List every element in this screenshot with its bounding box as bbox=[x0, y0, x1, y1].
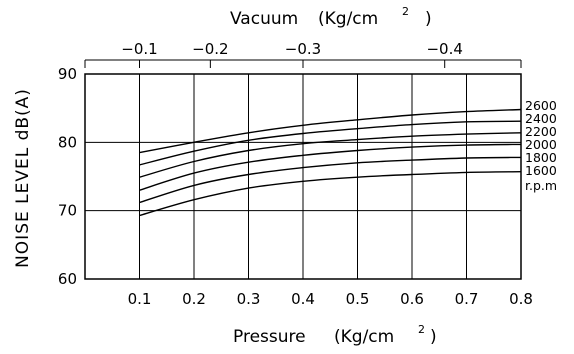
series-label-2600: 2600 bbox=[525, 98, 557, 113]
series-label-2200: 2200 bbox=[525, 124, 557, 139]
series-line-2400 bbox=[139, 120, 522, 166]
y-tick-label: 80 bbox=[58, 133, 77, 151]
y-tick-label: 60 bbox=[58, 270, 77, 288]
y-axis-ticks: 60 70 80 90 bbox=[58, 65, 77, 288]
legend-unit-label: r.p.m bbox=[525, 178, 557, 193]
x-tick-label: 0.7 bbox=[455, 290, 479, 308]
series-label-2000: 2000 bbox=[525, 137, 557, 152]
x-tick-label: 0.5 bbox=[346, 290, 370, 308]
y-tick-label: 90 bbox=[58, 65, 77, 83]
series-label-1600: 1600 bbox=[525, 163, 557, 178]
x-axis-unit: (Kg/cm bbox=[334, 327, 394, 347]
series-line-2000 bbox=[139, 143, 522, 191]
series-label-1800: 1800 bbox=[525, 150, 557, 165]
x-axis-unit-close: ) bbox=[430, 327, 437, 347]
series-label-2400: 2400 bbox=[525, 111, 557, 126]
x-axis-unit-superscript: 2 bbox=[418, 323, 425, 336]
curves bbox=[139, 108, 522, 217]
top-tick-label: −0.4 bbox=[426, 40, 462, 58]
series-line-2600 bbox=[139, 108, 522, 154]
x-tick-label: 0.2 bbox=[182, 290, 206, 308]
x-axis-ticks: 0.1 0.2 0.3 0.4 0.5 0.6 0.7 0.8 bbox=[128, 290, 533, 308]
top-tick-label: −0.3 bbox=[285, 40, 321, 58]
top-axis-unit: (Kg/cm bbox=[318, 9, 378, 29]
x-axis-label: Pressure bbox=[233, 327, 306, 347]
x-tick-label: 0.8 bbox=[509, 290, 533, 308]
plot-frame bbox=[84, 73, 522, 280]
top-tick-label: −0.1 bbox=[121, 40, 157, 58]
y-axis-label: NOISE LEVEL dB(A) bbox=[13, 88, 33, 268]
y-tick-label: 70 bbox=[58, 202, 77, 220]
x-tick-label: 0.6 bbox=[400, 290, 424, 308]
series-line-2200 bbox=[139, 132, 522, 178]
top-axis-unit-close: ) bbox=[425, 9, 432, 29]
series-line-1600 bbox=[139, 171, 522, 217]
top-axis-label: Vacuum bbox=[230, 9, 298, 29]
x-tick-label: 0.4 bbox=[291, 290, 315, 308]
top-axis-unit-superscript: 2 bbox=[402, 5, 409, 18]
top-tick-label: −0.2 bbox=[192, 40, 228, 58]
x-tick-label: 0.3 bbox=[237, 290, 261, 308]
top-axis: −0.1 −0.2 −0.3 −0.4 bbox=[84, 40, 522, 68]
x-tick-label: 0.1 bbox=[128, 290, 152, 308]
grid bbox=[85, 73, 522, 280]
series-line-1800 bbox=[139, 156, 522, 204]
